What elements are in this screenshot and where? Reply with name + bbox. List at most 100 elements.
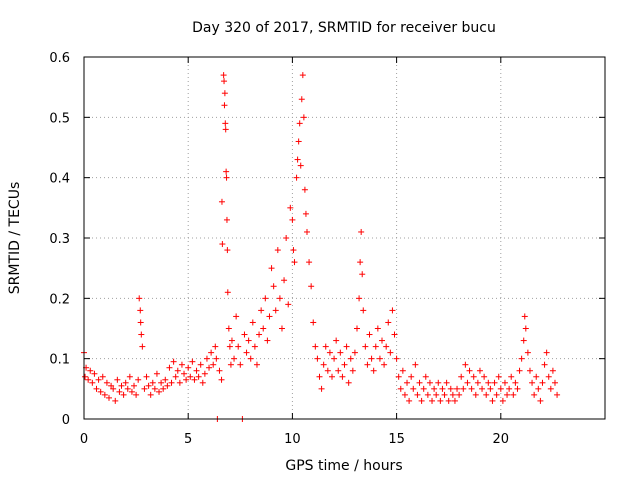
data-point bbox=[429, 397, 436, 404]
data-point bbox=[464, 379, 471, 386]
data-point bbox=[460, 385, 467, 392]
data-point bbox=[539, 379, 546, 386]
data-point bbox=[85, 376, 92, 383]
data-point bbox=[424, 391, 431, 398]
data-point bbox=[197, 361, 204, 368]
data-point bbox=[303, 228, 310, 235]
data-point bbox=[316, 373, 323, 380]
data-point bbox=[474, 379, 481, 386]
data-point bbox=[485, 379, 492, 386]
data-point bbox=[216, 367, 223, 374]
data-point bbox=[358, 228, 365, 235]
data-point bbox=[374, 325, 381, 332]
data-point bbox=[356, 295, 363, 302]
data-point bbox=[479, 385, 486, 392]
data-point bbox=[136, 295, 143, 302]
data-point bbox=[395, 373, 402, 380]
data-point bbox=[524, 349, 531, 356]
data-point bbox=[347, 355, 354, 362]
data-point bbox=[341, 361, 348, 368]
data-point bbox=[476, 367, 483, 374]
data-point bbox=[160, 385, 167, 392]
data-point bbox=[522, 325, 529, 332]
data-point bbox=[99, 373, 106, 380]
data-point bbox=[337, 349, 344, 356]
y-tick-label: 0 bbox=[62, 413, 70, 428]
data-point bbox=[258, 307, 265, 314]
data-point bbox=[226, 343, 233, 350]
chart-title: Day 320 of 2017, SRMTID for receiver buc… bbox=[192, 20, 496, 36]
data-point bbox=[312, 343, 319, 350]
data-point bbox=[91, 370, 98, 377]
data-point bbox=[223, 168, 230, 175]
data-point bbox=[533, 373, 540, 380]
data-point bbox=[97, 388, 104, 395]
data-point bbox=[381, 361, 388, 368]
data-point bbox=[529, 379, 536, 386]
data-point bbox=[397, 385, 404, 392]
data-point bbox=[300, 114, 307, 121]
data-point bbox=[531, 391, 538, 398]
data-point bbox=[439, 385, 446, 392]
data-point bbox=[435, 379, 442, 386]
data-point bbox=[412, 361, 419, 368]
data-point bbox=[343, 343, 350, 350]
data-point bbox=[191, 376, 198, 383]
data-point bbox=[274, 247, 281, 254]
data-point bbox=[451, 397, 458, 404]
data-point bbox=[293, 174, 300, 181]
data-point bbox=[497, 385, 504, 392]
data-point bbox=[260, 325, 267, 332]
data-point bbox=[137, 307, 144, 314]
data-point bbox=[206, 364, 213, 371]
y-tick-label: 0.1 bbox=[49, 353, 70, 368]
data-point bbox=[158, 379, 165, 386]
data-point bbox=[241, 331, 248, 338]
data-point bbox=[354, 325, 361, 332]
data-point bbox=[376, 355, 383, 362]
data-point bbox=[351, 349, 358, 356]
y-tick-label: 0.3 bbox=[49, 232, 70, 247]
data-point bbox=[537, 397, 544, 404]
data-point bbox=[410, 385, 417, 392]
data-point bbox=[151, 385, 158, 392]
data-point bbox=[385, 319, 392, 326]
data-point bbox=[137, 319, 144, 326]
data-point bbox=[145, 382, 152, 389]
data-point bbox=[308, 283, 315, 290]
data-point bbox=[551, 379, 558, 386]
data-point bbox=[223, 216, 230, 223]
data-point bbox=[178, 361, 185, 368]
data-point bbox=[545, 373, 552, 380]
data-point bbox=[512, 379, 519, 386]
data-point bbox=[437, 397, 444, 404]
data-point bbox=[449, 391, 456, 398]
data-point bbox=[495, 373, 502, 380]
data-point bbox=[249, 319, 256, 326]
data-point bbox=[112, 397, 119, 404]
data-point bbox=[295, 138, 302, 145]
data-point bbox=[110, 385, 117, 392]
data-point bbox=[372, 343, 379, 350]
data-point bbox=[401, 391, 408, 398]
data-point bbox=[195, 373, 202, 380]
data-point bbox=[101, 391, 108, 398]
data-point bbox=[222, 126, 229, 133]
data-point bbox=[504, 391, 511, 398]
data-point bbox=[89, 379, 96, 386]
data-point bbox=[445, 397, 452, 404]
data-point bbox=[299, 72, 306, 79]
data-point bbox=[212, 343, 219, 350]
data-point bbox=[208, 349, 215, 356]
data-point bbox=[466, 367, 473, 374]
data-point bbox=[189, 358, 196, 365]
x-tick-label: 20 bbox=[493, 432, 510, 447]
data-point bbox=[221, 102, 228, 109]
x-tick-label: 10 bbox=[284, 432, 301, 447]
data-point bbox=[219, 241, 226, 248]
data-point bbox=[320, 361, 327, 368]
data-point bbox=[172, 373, 179, 380]
data-point bbox=[339, 373, 346, 380]
data-point bbox=[141, 385, 148, 392]
grid-lines bbox=[84, 57, 605, 419]
